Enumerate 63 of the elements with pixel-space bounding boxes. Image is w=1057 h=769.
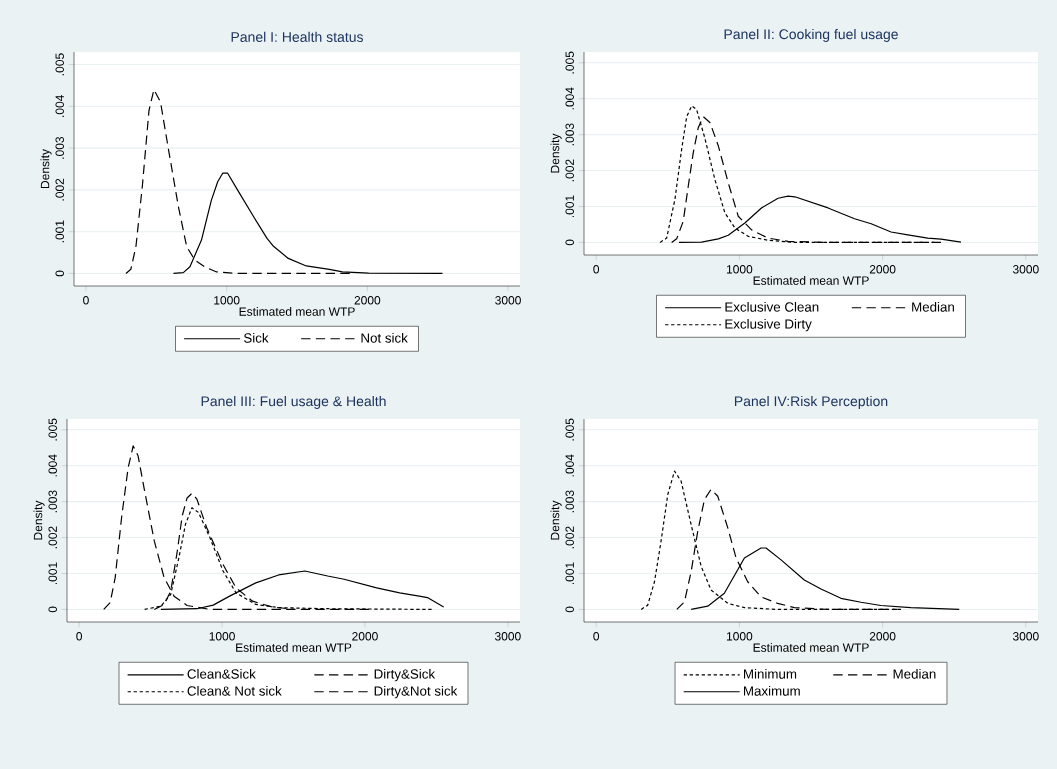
y-tick-label: .001 xyxy=(48,562,57,585)
legend-label: Minimum xyxy=(744,668,797,679)
x-axis-title: Estimated mean WTP xyxy=(753,276,869,285)
y-tick-label: 0 xyxy=(565,606,574,613)
y-tick-label: .003 xyxy=(565,123,574,146)
legend-label: Sick xyxy=(243,332,269,343)
y-tick-label: .001 xyxy=(565,562,574,585)
y-tick-label: .002 xyxy=(48,526,57,549)
chart-title: Panel IV:Risk Perception xyxy=(734,395,888,409)
x-tick-label: 2000 xyxy=(869,265,896,274)
y-tick-label: .001 xyxy=(565,195,574,218)
y-tick-label: .003 xyxy=(55,136,64,159)
x-tick-label: 0 xyxy=(593,632,600,641)
legend-label: Not sick xyxy=(361,332,408,343)
chart-title: Panel I: Health status xyxy=(231,31,363,42)
x-tick-label: 2000 xyxy=(869,632,896,641)
x-tick-label: 1000 xyxy=(209,632,235,641)
y-tick-label: .002 xyxy=(55,178,64,201)
legend-label: Median xyxy=(893,668,936,679)
chart-title: Panel III: Fuel usage & Health xyxy=(201,395,386,409)
x-tick-label: 2000 xyxy=(352,632,378,641)
y-tick-label: .005 xyxy=(48,418,57,441)
y-tick-label: .002 xyxy=(565,526,574,549)
y-tick-label: .005 xyxy=(565,51,574,74)
x-axis-title: Estimated mean WTP xyxy=(236,643,352,652)
x-tick-label: 1000 xyxy=(726,265,753,274)
x-tick-label: 1000 xyxy=(214,296,240,305)
x-tick-label: 3000 xyxy=(1012,632,1039,641)
y-axis-title: Density xyxy=(33,500,45,540)
x-tick-label: 3000 xyxy=(1012,265,1039,274)
y-tick-label: 0 xyxy=(565,239,574,246)
x-tick-label: 2000 xyxy=(354,296,381,305)
legend-label: Exclusive Clean xyxy=(725,301,819,312)
legend-label: Median xyxy=(912,301,954,312)
y-tick-label: .005 xyxy=(565,418,574,441)
x-tick-label: 3000 xyxy=(494,632,521,641)
x-axis-title: Estimated mean WTP xyxy=(239,307,355,316)
x-tick-label: 0 xyxy=(76,632,83,641)
legend-label: Clean&Sick xyxy=(187,668,256,679)
y-tick-label: .004 xyxy=(565,454,574,477)
legend-label: Dirty&Not sick xyxy=(374,685,458,699)
x-tick-label: 1000 xyxy=(726,632,753,641)
y-tick-label: .001 xyxy=(55,220,64,243)
y-axis-title: Density xyxy=(550,500,562,540)
y-tick-label: 0 xyxy=(48,606,57,613)
y-tick-label: .003 xyxy=(48,490,57,513)
legend-label: Maximum xyxy=(744,685,800,696)
y-tick-label: .004 xyxy=(48,454,57,477)
x-tick-label: 0 xyxy=(593,265,600,274)
y-axis-title: Density xyxy=(550,133,562,173)
x-axis-title: Estimated mean WTP xyxy=(753,643,869,652)
chart-title: Panel II: Cooking fuel usage xyxy=(724,28,898,42)
legend-label: Dirty&Sick xyxy=(374,668,436,682)
y-tick-label: .002 xyxy=(565,159,574,182)
y-tick-label: .004 xyxy=(565,87,574,110)
x-tick-label: 0 xyxy=(83,296,89,305)
x-tick-label: 3000 xyxy=(495,296,521,305)
legend-label: Clean& Not sick xyxy=(187,685,282,696)
y-tick-label: .005 xyxy=(55,53,64,76)
y-tick-label: .004 xyxy=(55,95,64,117)
y-axis-title: Density xyxy=(40,149,52,189)
legend-label: Exclusive Dirty xyxy=(725,318,812,332)
y-tick-label: .003 xyxy=(565,490,574,513)
